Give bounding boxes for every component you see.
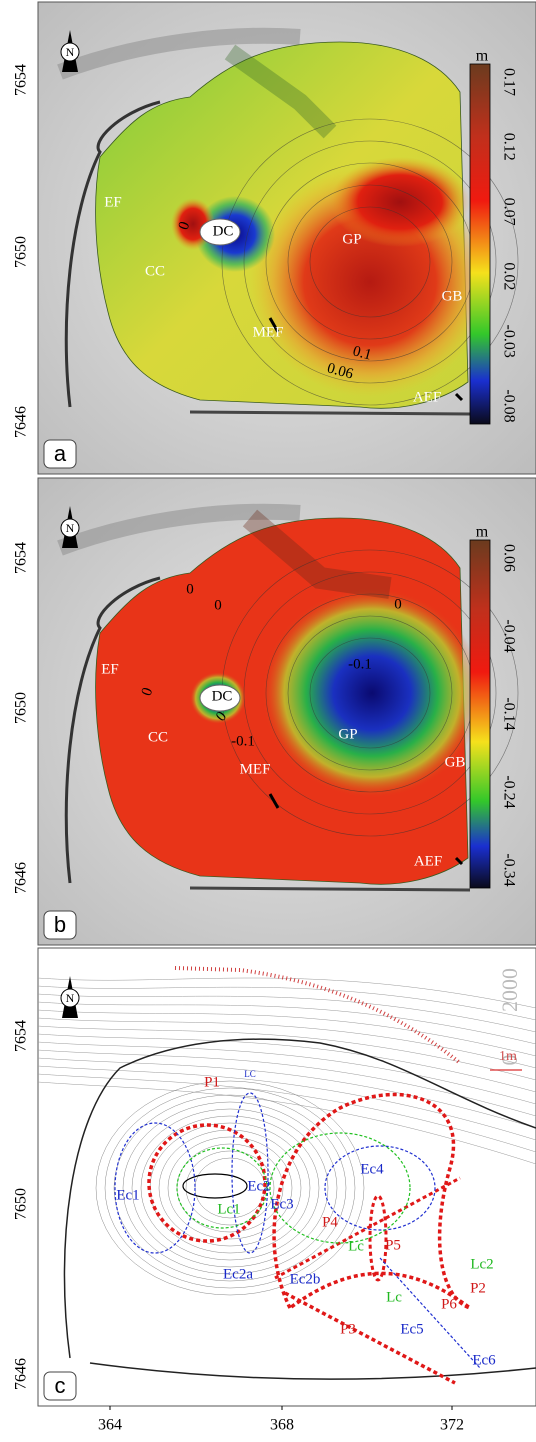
model-label: P3 bbox=[340, 1321, 356, 1337]
x-tick-label: 372 bbox=[440, 1417, 464, 1434]
feature-label: AEF bbox=[413, 389, 441, 405]
model-label: P5 bbox=[385, 1237, 401, 1253]
scale-label: 1m bbox=[499, 1049, 517, 1064]
model-label: P2 bbox=[470, 1280, 486, 1296]
feature-label: AEF bbox=[414, 853, 442, 869]
feature-label: GB bbox=[445, 754, 466, 770]
colorbar-tick-label: -0.14 bbox=[500, 697, 517, 730]
feature-label: EF bbox=[101, 661, 119, 677]
model-label: Lc2 bbox=[470, 1256, 493, 1272]
feature-label: GP bbox=[338, 726, 357, 742]
model-label: Ec1 bbox=[116, 1187, 139, 1203]
contour-label: -0.1 bbox=[348, 656, 372, 672]
colorbar-tick-label: -0.34 bbox=[500, 853, 517, 886]
model-label: Ec2b bbox=[290, 1271, 321, 1287]
y-tick-label: 7654 bbox=[13, 64, 30, 96]
y-tick-label: 7650 bbox=[13, 1188, 30, 1220]
colorbar-tick-label: 0.07 bbox=[500, 198, 517, 226]
model-label: Ec2 bbox=[247, 1178, 270, 1194]
contour-label: -0.1 bbox=[231, 733, 255, 749]
y-tick-label: 7654 bbox=[13, 542, 30, 574]
y-tick-label: 7646 bbox=[13, 1358, 30, 1390]
y-tick-label: 7654 bbox=[13, 1020, 30, 1052]
panel-letter: b bbox=[54, 912, 66, 937]
feature-label: DC bbox=[212, 688, 233, 704]
model-label: P4 bbox=[322, 1214, 338, 1230]
y-tick-label: 7646 bbox=[13, 406, 30, 438]
y-tick-label: 7650 bbox=[13, 692, 30, 724]
x-tick-label: 364 bbox=[98, 1417, 122, 1434]
contour-label: 0 bbox=[394, 596, 402, 612]
model-label: Ec3 bbox=[270, 1196, 293, 1212]
feature-label: MEF bbox=[253, 324, 284, 340]
feature-label: MEF bbox=[240, 761, 271, 777]
colorbar bbox=[470, 64, 490, 424]
feature-label: CC bbox=[145, 263, 165, 279]
feature-label: CC bbox=[148, 729, 168, 745]
colorbar-tick-label: 0.02 bbox=[500, 262, 517, 290]
model-label: LC bbox=[244, 1069, 256, 1079]
model-label: Ec2a bbox=[223, 1266, 253, 1282]
north-label: N bbox=[66, 45, 75, 59]
colorbar-tick-label: -0.03 bbox=[500, 325, 517, 358]
colorbar-tick-label: 0.06 bbox=[500, 544, 517, 572]
colorbar-tick-label: -0.04 bbox=[500, 619, 517, 652]
contour-label: 0 bbox=[214, 597, 222, 613]
feature-label: GP bbox=[342, 231, 361, 247]
north-label: N bbox=[66, 991, 75, 1005]
feature-label: DC bbox=[213, 223, 234, 239]
model-label: Lc bbox=[386, 1289, 402, 1305]
feature-label: GB bbox=[442, 288, 463, 304]
colorbar-tick-label: -0.08 bbox=[500, 389, 517, 422]
model-label: Lc bbox=[348, 1238, 364, 1254]
panel-letter: a bbox=[54, 441, 67, 466]
figure: Na 7654 7650 7646 Nb 7654 7650 7646 Nc 7654 7650 76… bbox=[0, 0, 536, 1442]
colorbar-unit: m bbox=[476, 48, 489, 65]
colorbar-unit: m bbox=[476, 524, 489, 541]
feature-label: EF bbox=[104, 194, 122, 210]
rim-low bbox=[190, 412, 470, 414]
colorbar-tick-label: 0.17 bbox=[500, 68, 517, 96]
panel-letter: c bbox=[55, 1373, 66, 1398]
colorbar bbox=[470, 540, 490, 888]
model-label: Lc1 bbox=[217, 1201, 240, 1217]
model-label: Ec4 bbox=[360, 1161, 384, 1177]
y-tick-label: 7650 bbox=[13, 236, 30, 268]
colorbar-tick-label: 0.12 bbox=[500, 133, 517, 161]
model-label: P6 bbox=[441, 1296, 457, 1312]
model-label: Ec5 bbox=[400, 1321, 423, 1337]
north-label: N bbox=[66, 521, 75, 535]
model-label: Ec6 bbox=[472, 1352, 496, 1368]
rim-low bbox=[190, 888, 470, 890]
colorbar-tick-label: -0.24 bbox=[500, 775, 517, 808]
x-tick-label: 368 bbox=[270, 1417, 294, 1434]
model-label: P1 bbox=[204, 1074, 220, 1090]
y-tick-label: 7646 bbox=[13, 862, 30, 894]
scale-label: 2000 bbox=[497, 968, 522, 1012]
contour-label: 0 bbox=[186, 581, 194, 597]
